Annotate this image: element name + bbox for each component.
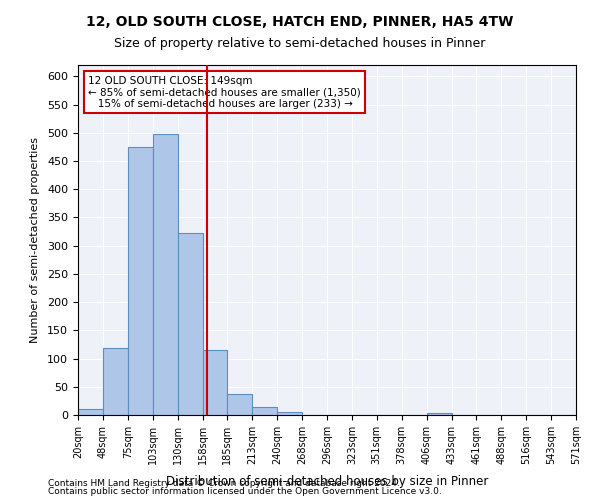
Text: Contains public sector information licensed under the Open Government Licence v3: Contains public sector information licen…	[48, 487, 442, 496]
Y-axis label: Number of semi-detached properties: Number of semi-detached properties	[30, 137, 40, 343]
Bar	[227, 394, 253, 415]
Bar	[203, 350, 227, 415]
Text: Size of property relative to semi-detached houses in Pinner: Size of property relative to semi-detach…	[115, 38, 485, 51]
Bar	[103, 348, 128, 415]
X-axis label: Distribution of semi-detached houses by size in Pinner: Distribution of semi-detached houses by …	[166, 475, 488, 488]
Text: 12, OLD SOUTH CLOSE, HATCH END, PINNER, HA5 4TW: 12, OLD SOUTH CLOSE, HATCH END, PINNER, …	[86, 15, 514, 29]
Text: 12 OLD SOUTH CLOSE: 149sqm
← 85% of semi-detached houses are smaller (1,350)
   : 12 OLD SOUTH CLOSE: 149sqm ← 85% of semi…	[88, 76, 361, 108]
Bar	[178, 233, 203, 415]
Bar	[277, 412, 302, 415]
Bar	[253, 407, 277, 415]
Bar	[78, 410, 103, 415]
Text: Contains HM Land Registry data © Crown copyright and database right 2024.: Contains HM Land Registry data © Crown c…	[48, 478, 400, 488]
Bar	[128, 147, 153, 415]
Bar	[427, 412, 452, 415]
Bar	[153, 134, 178, 415]
